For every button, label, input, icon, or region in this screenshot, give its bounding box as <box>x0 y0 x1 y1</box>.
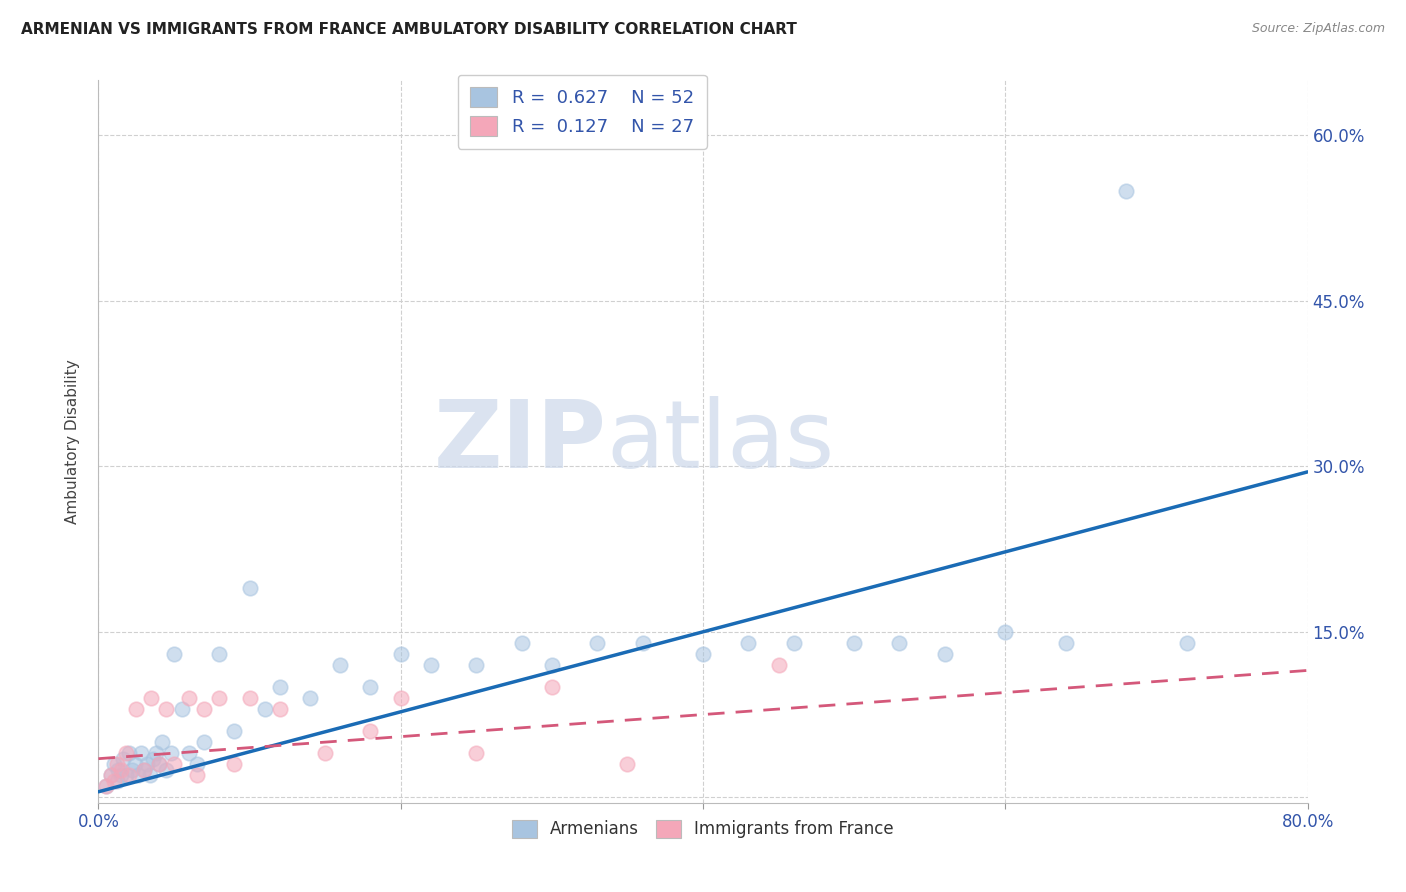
Point <box>105 757 128 772</box>
Point <box>163 647 186 661</box>
Point <box>114 746 136 760</box>
Point <box>148 757 170 772</box>
Point <box>269 702 291 716</box>
Point <box>148 757 170 772</box>
Point <box>360 680 382 694</box>
Point <box>141 691 163 706</box>
Point <box>314 746 336 760</box>
Point <box>1054 636 1077 650</box>
Point <box>105 773 128 788</box>
Point <box>125 702 148 716</box>
Point <box>389 647 412 661</box>
Point <box>135 757 157 772</box>
Point <box>360 724 382 739</box>
Point <box>114 768 136 782</box>
Point <box>186 768 208 782</box>
Point <box>510 636 533 650</box>
Point <box>1115 184 1137 198</box>
Point <box>155 763 177 777</box>
Point <box>889 636 911 650</box>
Point <box>253 702 276 716</box>
Point <box>768 657 790 672</box>
Point <box>110 768 132 782</box>
Point <box>239 581 262 595</box>
Point <box>107 763 129 777</box>
Point <box>224 757 246 772</box>
Point <box>193 735 215 749</box>
Point <box>139 768 162 782</box>
Point <box>1175 636 1198 650</box>
Point <box>94 779 117 793</box>
Point <box>299 691 322 706</box>
Point <box>224 724 246 739</box>
Point <box>389 691 412 706</box>
Point <box>994 624 1017 639</box>
Point <box>118 768 141 782</box>
Point <box>145 746 167 760</box>
Point <box>100 768 122 782</box>
Point <box>465 746 488 760</box>
Point <box>124 757 146 772</box>
Legend: Armenians, Immigrants from France: Armenians, Immigrants from France <box>505 813 901 845</box>
Point <box>465 657 488 672</box>
Point <box>111 752 134 766</box>
Point <box>179 746 201 760</box>
Point <box>142 752 165 766</box>
Point <box>208 647 231 661</box>
Point <box>100 768 122 782</box>
Point <box>129 746 152 760</box>
Point <box>103 757 125 772</box>
Point <box>737 636 759 650</box>
Text: Source: ZipAtlas.com: Source: ZipAtlas.com <box>1251 22 1385 36</box>
Point <box>179 691 201 706</box>
Point <box>692 647 714 661</box>
Point <box>155 702 177 716</box>
Text: ARMENIAN VS IMMIGRANTS FROM FRANCE AMBULATORY DISABILITY CORRELATION CHART: ARMENIAN VS IMMIGRANTS FROM FRANCE AMBUL… <box>21 22 797 37</box>
Point <box>132 763 155 777</box>
Point <box>121 763 143 777</box>
Y-axis label: Ambulatory Disability: Ambulatory Disability <box>65 359 80 524</box>
Point <box>586 636 609 650</box>
Point <box>163 757 186 772</box>
Point <box>127 768 149 782</box>
Point <box>118 746 141 760</box>
Point <box>103 773 125 788</box>
Point <box>934 647 956 661</box>
Point <box>329 657 352 672</box>
Text: atlas: atlas <box>606 395 835 488</box>
Point <box>170 702 193 716</box>
Point <box>239 691 262 706</box>
Point <box>208 691 231 706</box>
Point <box>160 746 183 760</box>
Point <box>844 636 866 650</box>
Point <box>186 757 208 772</box>
Point <box>540 657 562 672</box>
Point <box>132 763 155 777</box>
Point <box>783 636 806 650</box>
Point <box>269 680 291 694</box>
Point <box>110 763 132 777</box>
Text: ZIP: ZIP <box>433 395 606 488</box>
Point <box>616 757 638 772</box>
Point <box>420 657 443 672</box>
Point <box>94 779 117 793</box>
Point <box>631 636 654 650</box>
Point <box>150 735 173 749</box>
Point <box>540 680 562 694</box>
Point <box>193 702 215 716</box>
